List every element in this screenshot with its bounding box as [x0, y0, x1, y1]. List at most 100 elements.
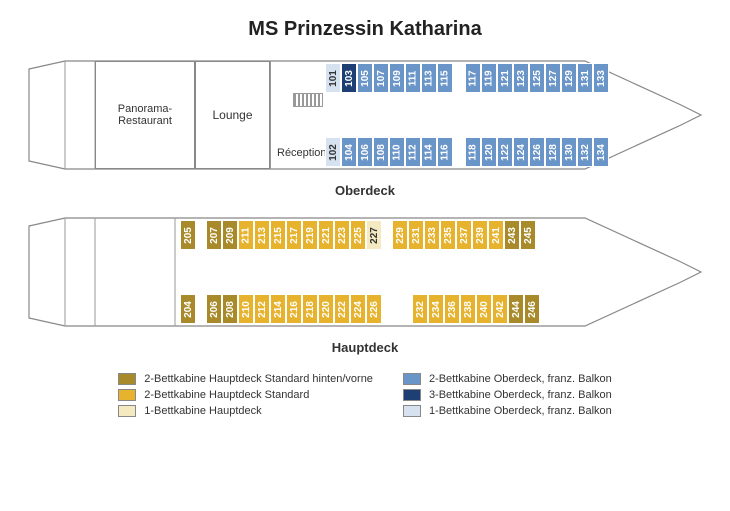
legend: 2-Bettkabine Hauptdeck Standard hinten/v… — [85, 373, 645, 417]
cabin-111: 111 — [405, 63, 421, 93]
cabin-220: 220 — [318, 294, 334, 324]
cabin-row-haupt-top: 2452432412392372352332312292272252232212… — [180, 220, 536, 250]
cabin-208: 208 — [222, 294, 238, 324]
cabin-113: 113 — [421, 63, 437, 93]
cabin-134: 134 — [593, 137, 609, 167]
cabin-232: 232 — [412, 294, 428, 324]
cabin-238: 238 — [460, 294, 476, 324]
cabin-231: 231 — [408, 220, 424, 250]
cabin-130: 130 — [561, 137, 577, 167]
cabin-226: 226 — [366, 294, 382, 324]
page-title: MS Prinzessin Katharina — [0, 0, 730, 55]
cabin-108: 108 — [373, 137, 389, 167]
cabin-107: 107 — [373, 63, 389, 93]
cabin-125: 125 — [529, 63, 545, 93]
cabin-204: 204 — [180, 294, 196, 324]
cabin-210: 210 — [238, 294, 254, 324]
cabin-105: 105 — [357, 63, 373, 93]
legend-label: 1-Bettkabine Oberdeck, franz. Balkon — [429, 405, 612, 417]
legend-label: 2-Bettkabine Hauptdeck Standard hinten/v… — [144, 373, 373, 385]
cabin-124: 124 — [513, 137, 529, 167]
cabin-211: 211 — [238, 220, 254, 250]
cabin-244: 244 — [508, 294, 524, 324]
cabin-242: 242 — [492, 294, 508, 324]
cabin-209: 209 — [222, 220, 238, 250]
swatch-icon — [403, 405, 421, 417]
cabin-237: 237 — [456, 220, 472, 250]
cabin-109: 109 — [389, 63, 405, 93]
legend-label: 2-Bettkabine Oberdeck, franz. Balkon — [429, 373, 612, 385]
cabin-240: 240 — [476, 294, 492, 324]
swatch-icon — [118, 389, 136, 401]
cabin-115: 115 — [437, 63, 453, 93]
cabin-217: 217 — [286, 220, 302, 250]
cabin-241: 241 — [488, 220, 504, 250]
cabin-235: 235 — [440, 220, 456, 250]
legend-item: 2-Bettkabine Hauptdeck Standard hinten/v… — [118, 373, 373, 385]
legend-item: 2-Bettkabine Oberdeck, franz. Balkon — [403, 373, 612, 385]
cabin-225: 225 — [350, 220, 366, 250]
cabin-206: 206 — [206, 294, 222, 324]
cabin-239: 239 — [472, 220, 488, 250]
room-lounge: Lounge — [195, 61, 270, 169]
cabin-123: 123 — [513, 63, 529, 93]
cabin-215: 215 — [270, 220, 286, 250]
cabin-131: 131 — [577, 63, 593, 93]
cabin-129: 129 — [561, 63, 577, 93]
cabin-row-haupt-bottom: 2462442422402382362342322262242222202182… — [180, 294, 540, 324]
cabin-114: 114 — [421, 137, 437, 167]
cabin-214: 214 — [270, 294, 286, 324]
cabin-104: 104 — [341, 137, 357, 167]
legend-item: 2-Bettkabine Hauptdeck Standard — [118, 389, 373, 401]
cabin-101: 101 — [325, 63, 341, 93]
cabin-row-ober-top: 1331311291271251231211191171151131111091… — [325, 63, 609, 93]
cabin-222: 222 — [334, 294, 350, 324]
cabin-106: 106 — [357, 137, 373, 167]
swatch-icon — [118, 405, 136, 417]
cabin-133: 133 — [593, 63, 609, 93]
cabin-112: 112 — [405, 137, 421, 167]
cabin-119: 119 — [481, 63, 497, 93]
cabin-236: 236 — [444, 294, 460, 324]
cabin-116: 116 — [437, 137, 453, 167]
cabin-103: 103 — [341, 63, 357, 93]
hauptdeck-label: Hauptdeck — [0, 340, 730, 355]
cabin-213: 213 — [254, 220, 270, 250]
hauptdeck: Boutique Bar 245243241239237235233231229… — [25, 212, 705, 332]
cabin-row-ober-bottom: 1341321301281261241221201181161141121101… — [325, 137, 609, 167]
cabin-218: 218 — [302, 294, 318, 324]
cabin-122: 122 — [497, 137, 513, 167]
legend-item: 1-Bettkabine Hauptdeck — [118, 405, 373, 417]
cabin-132: 132 — [577, 137, 593, 167]
room-panorama: Panorama- Restaurant — [95, 61, 195, 169]
cabin-120: 120 — [481, 137, 497, 167]
legend-label: 3-Bettkabine Oberdeck, franz. Balkon — [429, 389, 612, 401]
cabin-227: 227 — [366, 220, 382, 250]
cabin-205: 205 — [180, 220, 196, 250]
swatch-icon — [403, 389, 421, 401]
cabin-121: 121 — [497, 63, 513, 93]
cabin-207: 207 — [206, 220, 222, 250]
cabin-127: 127 — [545, 63, 561, 93]
cabin-234: 234 — [428, 294, 444, 324]
legend-col-right: 2-Bettkabine Oberdeck, franz. Balkon 3-Be… — [403, 373, 612, 417]
cabin-233: 233 — [424, 220, 440, 250]
cabin-221: 221 — [318, 220, 334, 250]
cabin-245: 245 — [520, 220, 536, 250]
legend-item: 3-Bettkabine Oberdeck, franz. Balkon — [403, 389, 612, 401]
reception-label: Réception — [277, 147, 327, 159]
swatch-icon — [403, 373, 421, 385]
cabin-126: 126 — [529, 137, 545, 167]
cabin-223: 223 — [334, 220, 350, 250]
legend-col-left: 2-Bettkabine Hauptdeck Standard hinten/v… — [118, 373, 373, 417]
legend-label: 1-Bettkabine Hauptdeck — [144, 405, 261, 417]
cabin-128: 128 — [545, 137, 561, 167]
legend-item: 1-Bettkabine Oberdeck, franz. Balkon — [403, 405, 612, 417]
oberdeck: Panorama- Restaurant Lounge Réception 13… — [25, 55, 705, 175]
cabin-219: 219 — [302, 220, 318, 250]
cabin-246: 246 — [524, 294, 540, 324]
cabin-110: 110 — [389, 137, 405, 167]
cabin-118: 118 — [465, 137, 481, 167]
cabin-117: 117 — [465, 63, 481, 93]
legend-label: 2-Bettkabine Hauptdeck Standard — [144, 389, 309, 401]
